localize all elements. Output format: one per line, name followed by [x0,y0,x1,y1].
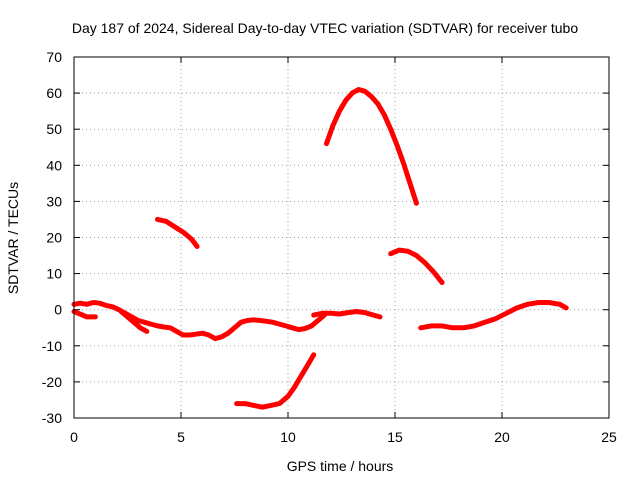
series-line-arc-3 [118,309,150,334]
axis-ticks: 0 5 10 15 20 25 -30 -20 -10 0 10 20 30 40 50 60 70 [42,49,617,445]
data-series [71,87,569,410]
y-tick-label: 50 [46,121,62,137]
series-line-arc-9 [418,300,569,331]
x-tick-label: 0 [70,429,78,445]
x-tick-label: 25 [601,429,617,445]
series-line-arc-1 [71,300,327,342]
y-axis-label: SDTVAR / TECUs [5,182,21,294]
x-tick-label: 5 [177,429,185,445]
series-line-arc-4 [311,309,383,320]
chart-title: Day 187 of 2024, Sidereal Day-to-day VTE… [72,20,579,36]
y-tick-label: 70 [46,49,62,65]
series-line-arc-2 [71,309,98,320]
x-axis-label: GPS time / hours [287,458,394,474]
x-tick-label: 20 [494,429,510,445]
series-line-arc-7 [324,87,419,206]
y-tick-label: 60 [46,85,62,101]
x-tick-label: 15 [387,429,403,445]
series-line-arc-8 [388,247,445,286]
series-line-arc-5 [155,216,200,249]
y-tick-label: -20 [42,374,62,390]
y-tick-label: 0 [54,302,62,318]
y-tick-label: 30 [46,193,62,209]
grid-lines [74,57,609,418]
y-tick-label: 40 [46,157,62,173]
series-line-arc-6 [234,352,317,410]
y-tick-label: 10 [46,266,62,282]
y-tick-label: 20 [46,230,62,246]
y-tick-label: -10 [42,338,62,354]
x-tick-label: 10 [280,429,296,445]
y-tick-label: -30 [42,410,62,426]
